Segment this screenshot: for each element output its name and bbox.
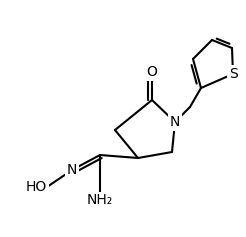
- Text: HO: HO: [26, 180, 47, 194]
- Text: O: O: [147, 65, 157, 79]
- Text: S: S: [229, 67, 237, 81]
- Text: N: N: [170, 115, 180, 129]
- Text: N: N: [67, 163, 77, 177]
- Text: NH₂: NH₂: [87, 193, 113, 207]
